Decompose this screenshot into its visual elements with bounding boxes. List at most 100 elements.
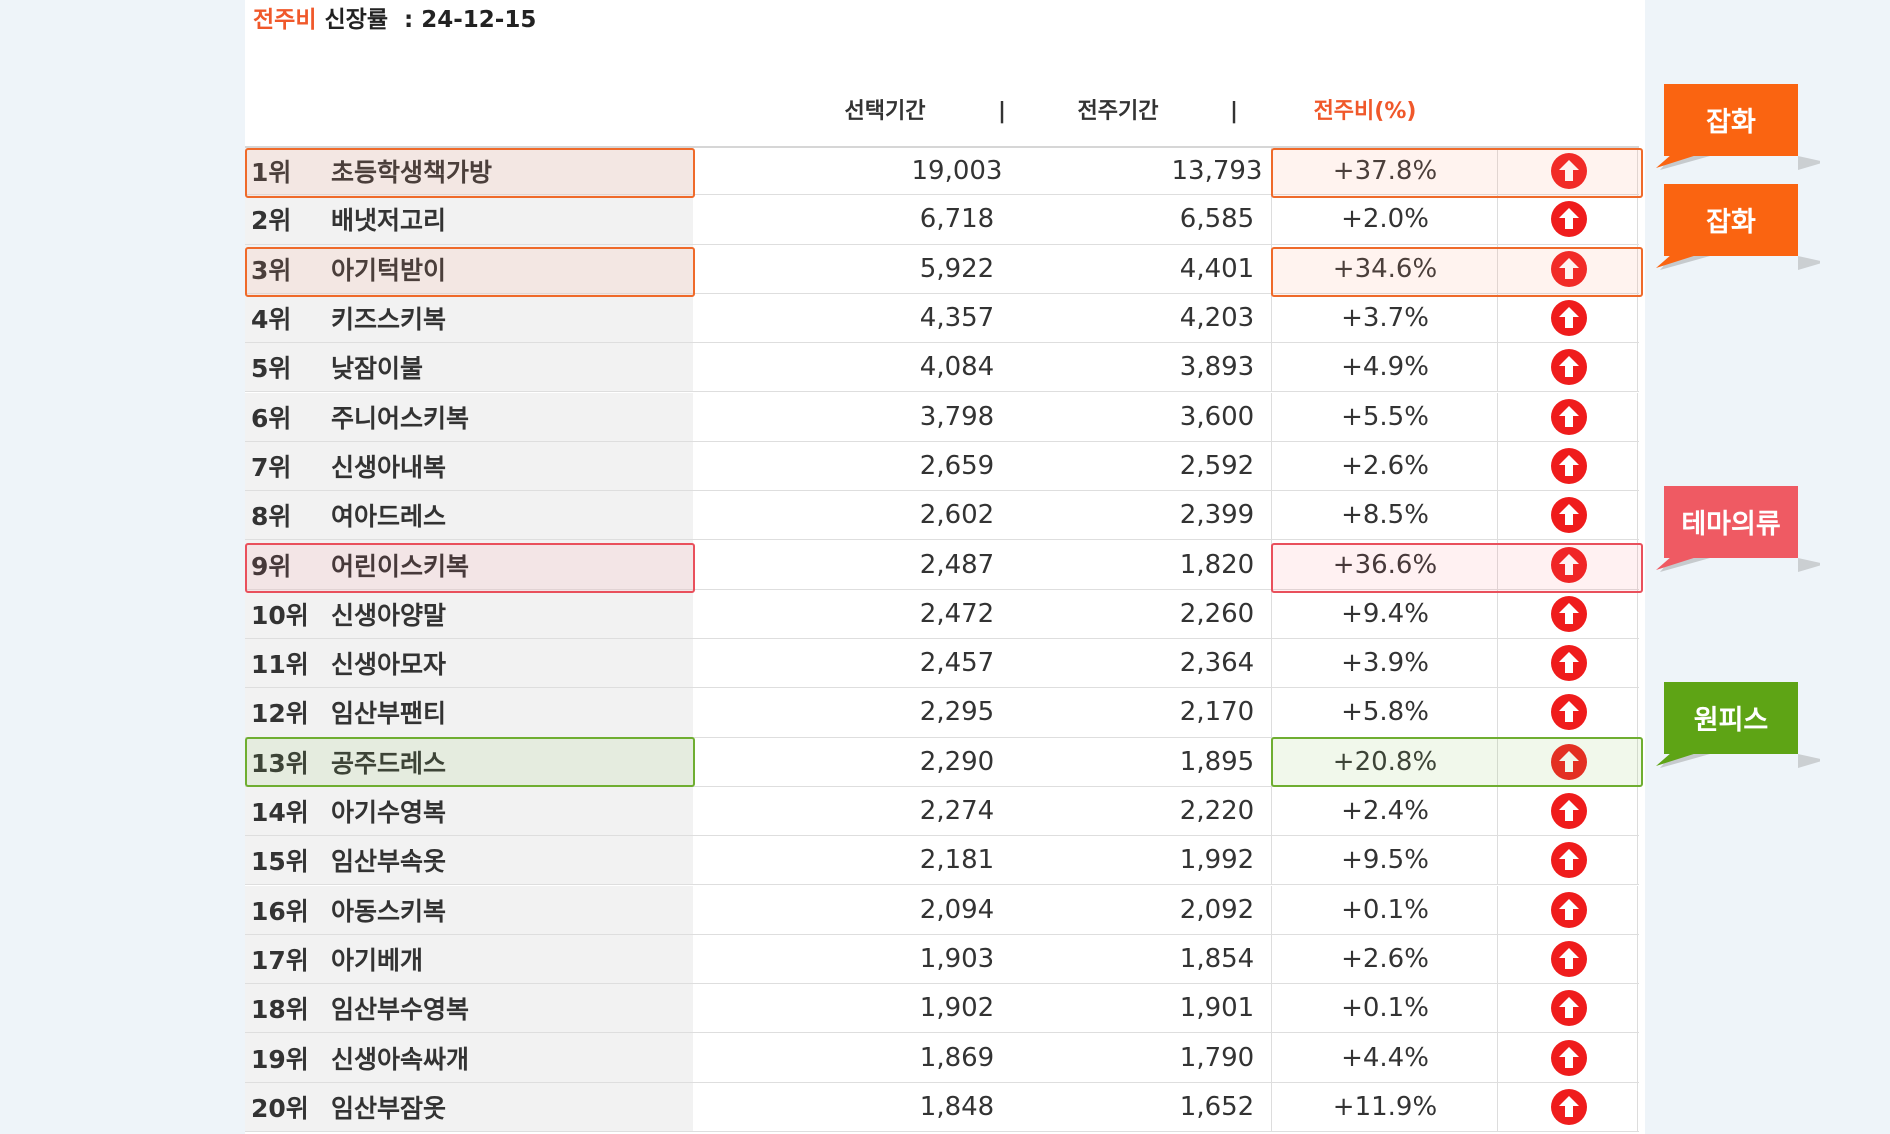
up-arrow-icon [1551,842,1587,879]
rank-label: 18위 [251,995,309,1025]
callout-shape [1656,184,1825,270]
product-name: 신생아속싸개 [331,1044,470,1074]
highlight-name-rank13 [245,737,695,787]
table-row: 18위 임산부수영복 1,902 1,901 +0.1% [245,984,1639,1034]
previous-period-value: 3,600 [1179,401,1255,432]
title-date: 24-12-15 [421,7,537,33]
product-name: 어린이스키복 [331,551,470,581]
selected-period-value: 2,295 [919,697,995,728]
column-divider [1497,984,1498,1033]
table-row: 17위 아기베개 1,903 1,854 +2.6% [245,934,1639,985]
up-arrow-icon [1551,497,1587,534]
column-divider [1637,195,1638,244]
callout-label: 원피스 [1693,704,1769,736]
table-row: 10위 신생아양말 2,472 2,260 +9.4% [245,589,1639,639]
column-divider [1497,441,1498,491]
product-name: 임산부팬티 [331,699,447,729]
product-name: 신생아모자 [331,650,447,680]
name-cell [245,148,693,195]
rank-label: 13위 [251,748,309,778]
previous-period-value: 6,585 [1179,204,1255,235]
table-row: 9위 어린이스키복 2,487 1,820 +36.6% [245,540,1639,590]
up-arrow-icon [1551,891,1587,928]
column-divider [1271,885,1272,934]
rank-label: 20위 [251,1093,309,1123]
column-divider [1497,934,1498,984]
column-divider [1637,491,1638,540]
selected-period-value: 2,457 [919,648,995,679]
up-arrow-icon [1551,447,1587,484]
name-cell [245,343,693,392]
selected-period-value: 3,798 [919,401,995,432]
week-ratio-value: +2.0% [1341,204,1429,235]
highlight-ratio-rank9 [1271,543,1643,593]
column-divider [1637,786,1638,836]
name-cell [245,885,693,934]
table-row: 16위 아동스키복 2,094 2,092 +0.1% [245,885,1639,935]
column-divider [1637,441,1638,491]
callout-shape [1656,486,1825,572]
selected-period-value: 2,181 [919,845,995,876]
column-divider [1637,343,1638,392]
selected-period-value: 4,357 [919,303,995,334]
product-name: 아기베개 [331,945,424,975]
rank-label: 6위 [251,403,292,433]
table-row: 12위 임산부팬티 2,295 2,170 +5.8% [245,688,1639,738]
selected-period-value: 1,848 [919,1091,995,1122]
column-divider [1497,688,1498,737]
column-divider [1637,836,1638,885]
column-divider [1271,688,1272,737]
week-ratio-value: +0.1% [1341,993,1429,1024]
previous-period-value: 1,854 [1179,943,1255,974]
column-divider [1497,786,1498,836]
week-ratio-value: +0.1% [1341,894,1429,925]
name-cell [245,934,693,984]
selected-period-value: 4,084 [919,352,995,383]
previous-period-value: 2,260 [1179,598,1255,629]
selected-period-value: 1,902 [919,993,995,1024]
column-divider [1497,195,1498,244]
column-divider [1497,540,1498,589]
column-divider [1497,491,1498,540]
column-divider [1271,589,1272,638]
column-divider [1271,836,1272,885]
selected-period-value: 19,003 [911,156,1003,187]
column-divider [1637,244,1638,293]
product-name: 신생아양말 [331,600,447,630]
week-ratio-value: +5.8% [1341,697,1429,728]
table-row: 2위 배냇저고리 6,718 6,585 +2.0% [245,195,1639,245]
previous-period-value: 1,790 [1179,1042,1255,1073]
title-middle: 신장률 [324,7,388,33]
name-cell [245,639,693,688]
highlight-name-rank1 [245,148,695,198]
table-row: 5위 낮잠이불 4,084 3,893 +4.9% [245,343,1639,393]
column-divider [1497,589,1498,638]
column-divider [1497,392,1498,441]
column-divider [1497,639,1498,688]
product-name: 임산부속옷 [331,847,447,877]
previous-period-value: 4,203 [1179,303,1255,334]
callout-label: 잡화 [1706,106,1756,138]
up-arrow-icon [1551,398,1587,435]
up-arrow-icon [1551,793,1587,830]
up-arrow-icon [1551,250,1587,287]
table-row: 13위 공주드레스 2,290 1,895 +20.8% [245,737,1639,787]
product-name: 초등학생책가방 [331,158,493,188]
page-title: 전주비 신장률 : 24-12-15 [253,2,536,38]
product-name: 아기수영복 [331,798,447,828]
table-row: 4위 키즈스키복 4,357 4,203 +3.7% [245,293,1639,344]
previous-period-value: 1,992 [1179,845,1255,876]
table-row: 6위 주니어스키복 3,798 3,600 +5.5% [245,392,1639,442]
previous-period-value: 2,092 [1179,894,1255,925]
product-name: 아기턱받이 [331,255,447,285]
column-divider [1497,244,1498,293]
column-divider [1637,148,1638,195]
up-arrow-icon [1551,300,1587,337]
column-divider [1637,293,1638,343]
name-cell [245,392,693,441]
rank-label: 19위 [251,1044,309,1074]
table-row: 20위 임산부잠옷 1,848 1,652 +11.9% [245,1082,1639,1132]
previous-period-value: 2,592 [1179,450,1255,481]
previous-period-value: 2,399 [1179,500,1255,531]
column-divider [1271,639,1272,688]
